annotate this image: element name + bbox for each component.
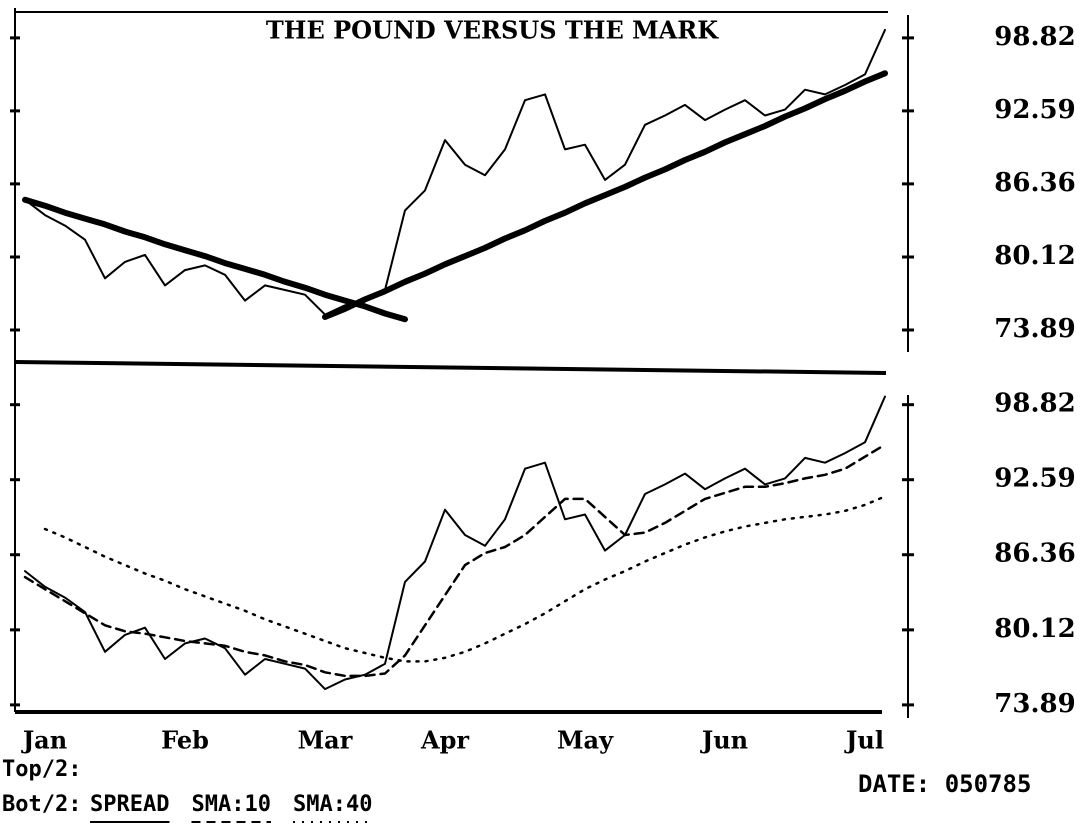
y-tick-label: 98.82	[994, 389, 1075, 419]
legend-label: SMA:10	[191, 792, 270, 817]
legend-label: SPREAD	[90, 792, 169, 817]
y-tick-label: 86.36	[994, 168, 1075, 198]
top-label: Top/2:	[2, 757, 81, 782]
y-tick-label: 86.36	[994, 539, 1075, 569]
x-tick-label: Jul	[844, 726, 884, 755]
y-tick-label: 80.12	[994, 614, 1075, 644]
y-tick-label: 92.59	[994, 464, 1075, 494]
series-line	[24, 28, 886, 316]
chart-title: THE POUND VERSUS THE MARK	[266, 16, 719, 45]
y-tick-label: 92.59	[994, 95, 1075, 125]
series-line	[23, 443, 887, 678]
y-tick-label: 98.82	[994, 22, 1075, 52]
date-label: DATE: 050785	[858, 770, 1031, 798]
y-tick-label: 73.89	[994, 689, 1075, 719]
x-tick-label: Feb	[161, 726, 209, 755]
legend-label: SMA:40	[293, 792, 372, 817]
bottom-label: Bot/2:	[2, 792, 81, 817]
x-tick-label: Jan	[21, 726, 67, 755]
series-line	[322, 70, 888, 320]
y-tick-label: 80.12	[994, 241, 1075, 271]
legend: SPREAD SMA:10 SMA:40	[90, 792, 373, 823]
y-tick-label: 73.89	[994, 314, 1075, 344]
x-tick-label: Jun	[700, 726, 748, 755]
series-line	[24, 395, 886, 691]
panel-divider	[14, 360, 887, 375]
x-tick-label: Apr	[420, 726, 469, 755]
x-tick-label: May	[557, 726, 614, 755]
series-line	[43, 495, 887, 663]
x-tick-label: Mar	[298, 726, 353, 755]
series-line	[22, 196, 408, 323]
